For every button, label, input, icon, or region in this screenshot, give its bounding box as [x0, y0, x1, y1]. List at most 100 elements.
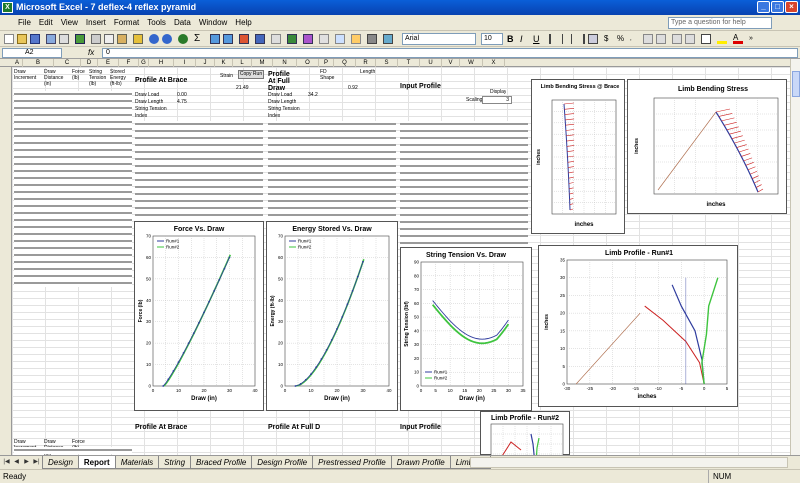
menu-tools[interactable]: Tools — [147, 18, 166, 27]
increase-indent-icon[interactable] — [685, 34, 695, 44]
font-size-select[interactable]: 10 — [481, 33, 503, 45]
menu-help[interactable]: Help — [235, 18, 252, 27]
horizontal-scrollbar[interactable] — [470, 457, 788, 468]
column-header-t[interactable]: T — [398, 59, 420, 67]
chart-limb-profile-run1[interactable]: Limb Profile - Run#1 -30 -25 -20 -15 -10 -5 0 5 0… — [538, 245, 738, 407]
sort-ascending-icon[interactable] — [210, 34, 220, 44]
autosum-icon[interactable]: Σ — [194, 33, 201, 44]
column-header-j[interactable]: J — [196, 59, 215, 67]
chart-wizard-icon[interactable] — [239, 34, 249, 44]
column-header-v[interactable]: V — [442, 59, 460, 67]
column-header-s[interactable]: S — [376, 59, 398, 67]
menu-data[interactable]: Data — [173, 18, 191, 27]
input-profile-cells[interactable] — [400, 121, 528, 247]
decrease-indent-icon[interactable] — [672, 34, 682, 44]
hyperlink-icon[interactable] — [178, 34, 188, 44]
column-header-h[interactable]: H — [149, 59, 174, 67]
align-center-icon[interactable] — [562, 34, 572, 44]
draw-table-cells-2[interactable] — [14, 447, 132, 454]
next-sheet-icon[interactable]: ▶ — [24, 459, 29, 465]
column-header-u[interactable]: U — [420, 59, 442, 67]
column-header-k[interactable]: K — [215, 59, 233, 67]
menu-window[interactable]: Window — [198, 18, 228, 27]
prev-sheet-icon[interactable]: ◀ — [14, 459, 19, 465]
column-header-m[interactable]: M — [252, 59, 273, 67]
redo-icon[interactable] — [162, 34, 172, 44]
save-icon[interactable] — [30, 34, 40, 44]
fill-color-icon[interactable] — [717, 34, 727, 44]
menu-edit[interactable]: Edit — [38, 18, 53, 27]
design-mode-icon[interactable] — [367, 34, 377, 44]
italic-icon[interactable]: I — [520, 34, 523, 44]
menu-format[interactable]: Format — [113, 18, 140, 27]
decrease-decimal-icon[interactable] — [656, 34, 666, 44]
currency-icon[interactable]: $ — [604, 34, 609, 43]
vertical-scroll-thumb[interactable] — [792, 71, 800, 97]
zoom-icon[interactable] — [271, 34, 281, 44]
comment-icon[interactable] — [351, 34, 361, 44]
maximize-button[interactable]: □ — [771, 1, 784, 13]
format-painter-icon[interactable] — [133, 34, 143, 44]
merge-center-icon[interactable] — [588, 34, 598, 44]
percent-icon[interactable]: % — [617, 34, 625, 43]
chart-limb-bending-stress[interactable]: Limb Bending Stress inches inches — [627, 79, 787, 214]
print-preview-icon[interactable] — [59, 34, 69, 44]
column-header-e[interactable]: E — [98, 59, 119, 67]
sheet-tab-string[interactable]: String — [158, 456, 192, 469]
name-box[interactable]: A2 — [2, 48, 62, 58]
sheet-tab-report[interactable]: Report — [77, 456, 116, 469]
sheet-tab-braced-profile[interactable]: Braced Profile — [190, 456, 253, 469]
bold-icon[interactable]: B — [507, 34, 514, 44]
cut-icon[interactable] — [91, 34, 101, 44]
new-icon[interactable] — [4, 34, 14, 44]
research-icon[interactable] — [287, 34, 297, 44]
column-header-n[interactable]: N — [273, 59, 297, 67]
last-sheet-icon[interactable]: ▶| — [33, 459, 40, 465]
sheet-tab-drawn-profile[interactable]: Drawn Profile — [390, 456, 451, 469]
underline-icon[interactable]: U — [533, 34, 540, 44]
chart-string-tension-vs-draw[interactable]: String Tension Vs. Draw Run#1 Run#2 0 5 10 15 2… — [400, 247, 532, 411]
column-header-p[interactable]: P — [319, 59, 334, 67]
chart-force-vs-draw[interactable]: Force Vs. Draw Run#1 Run#2 0 10 20 30 40 0 10 20 30… — [134, 221, 264, 411]
column-header-x[interactable]: X — [483, 59, 505, 67]
column-header-i[interactable]: I — [174, 59, 196, 67]
sort-descending-icon[interactable] — [223, 34, 233, 44]
spelling-icon[interactable] — [75, 34, 85, 44]
open-icon[interactable] — [17, 34, 27, 44]
column-header-g[interactable]: G — [139, 59, 149, 67]
formula-input[interactable]: 0 — [102, 48, 798, 58]
menu-file[interactable]: File — [18, 18, 31, 27]
column-header-w[interactable]: W — [460, 59, 483, 67]
comma-style-icon[interactable]: , — [630, 36, 632, 42]
increase-decimal-icon[interactable] — [643, 34, 653, 44]
column-header-c[interactable]: C — [54, 59, 81, 67]
font-name-select[interactable]: Arial — [402, 33, 476, 45]
column-header-r[interactable]: R — [356, 59, 376, 67]
row-headers[interactable] — [0, 67, 12, 455]
copy-run-button[interactable]: Copy Run — [238, 70, 264, 79]
toolbar-more-icon[interactable]: » — [749, 35, 753, 42]
sheet-tab-prestressed-profile[interactable]: Prestressed Profile — [312, 456, 392, 469]
first-sheet-icon[interactable]: |◀ — [3, 459, 10, 465]
column-header-q[interactable]: Q — [334, 59, 356, 67]
font-color-icon[interactable]: A — [733, 34, 743, 44]
chart-limb-bending-stress-brace[interactable]: Limb Bending Stress @ Brace inches inches — [531, 79, 625, 234]
column-header-o[interactable]: O — [297, 59, 319, 67]
sheet-tab-materials[interactable]: Materials — [114, 456, 160, 469]
undo-icon[interactable] — [149, 34, 159, 44]
draw-table-cells[interactable] — [14, 91, 132, 287]
chart-energy-vs-draw[interactable]: Energy Stored Vs. Draw Run#1 Run#2 0 10 20 30 4… — [266, 221, 398, 411]
toolbar-options-icon[interactable] — [319, 34, 329, 44]
menu-view[interactable]: View — [60, 18, 78, 27]
form-icon[interactable] — [335, 34, 345, 44]
macro-icon[interactable] — [303, 34, 313, 44]
column-header-d[interactable]: D — [81, 59, 98, 67]
align-left-icon[interactable] — [549, 34, 559, 44]
paste-icon[interactable] — [117, 34, 127, 44]
scaling-input[interactable]: 3 — [482, 96, 512, 104]
help-search-input[interactable]: Type a question for help — [668, 17, 772, 29]
drawing-icon[interactable] — [255, 34, 265, 44]
column-header-f[interactable]: F — [119, 59, 139, 67]
column-header-l[interactable]: L — [233, 59, 252, 67]
